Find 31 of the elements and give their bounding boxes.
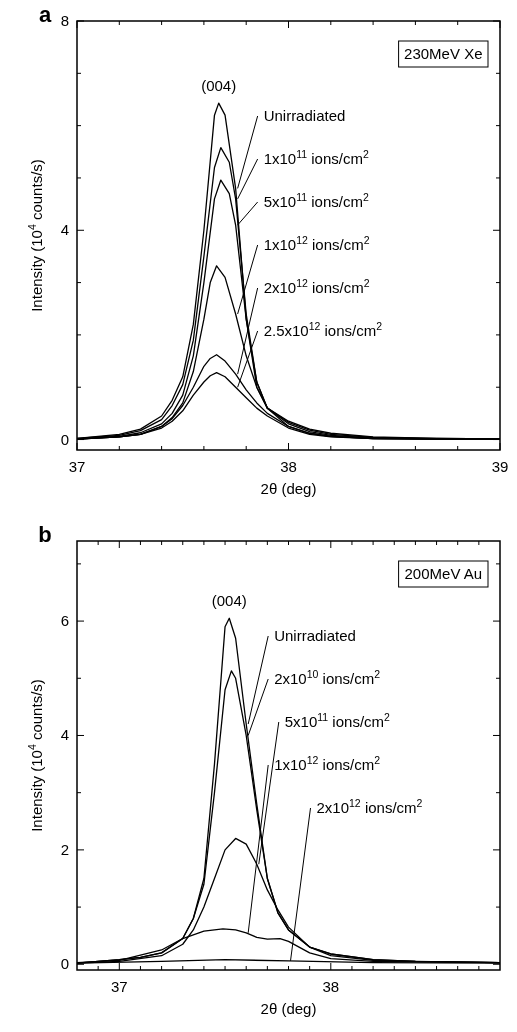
annotation: (004) — [201, 77, 237, 95]
y-tick-label: 4 — [60, 726, 69, 744]
text: 1x10$^{12}$ ions/cm$^{2}$ — [274, 754, 381, 773]
text: 5x10$^{11}$ ions/cm$^{2}$ — [284, 711, 391, 730]
x-axis-title: 2θ (deg) — [260, 1000, 317, 1017]
text: 2x10$^{12}$ ions/cm$^{2}$ — [263, 277, 370, 296]
x-tick-label: 38 — [322, 978, 340, 995]
text: 1x10$^{11}$ ions/cm$^{2}$ — [263, 148, 369, 167]
x-tick-label: 37 — [110, 978, 128, 995]
x-tick-label: 37 — [68, 458, 86, 475]
text: 2.5x10$^{12}$ ions/cm$^{2}$ — [263, 320, 383, 339]
y-tick-label: 4 — [60, 221, 69, 239]
text: 2x10$^{12}$ ions/cm$^{2}$ — [316, 797, 423, 816]
y-tick-label: 2 — [60, 840, 69, 858]
y-tick-label: 0 — [60, 955, 69, 973]
annotation: 230MeV Xe — [404, 45, 483, 62]
x-tick-label: 39 — [491, 458, 509, 475]
y-tick-label: 6 — [60, 612, 69, 630]
y-tick-label: 8 — [60, 12, 69, 29]
x-tick-label: 38 — [280, 458, 297, 475]
text: Unirradiated — [274, 627, 356, 644]
annotation: 200MeV Au — [404, 565, 483, 582]
y-tick-label: 0 — [60, 430, 69, 448]
chart-title: a — [38, 2, 52, 27]
x-axis-title: 2θ (deg) — [260, 480, 317, 497]
text: 5x10$^{11}$ ions/cm$^{2}$ — [263, 191, 369, 210]
text: Unirradiated — [263, 107, 346, 124]
text: 1x10$^{12}$ ions/cm$^{2}$ — [263, 234, 370, 253]
text: 2x10$^{10}$ ions/cm$^{2}$ — [274, 668, 381, 687]
annotation: (004) — [211, 592, 247, 610]
chart-title: b — [38, 522, 52, 547]
